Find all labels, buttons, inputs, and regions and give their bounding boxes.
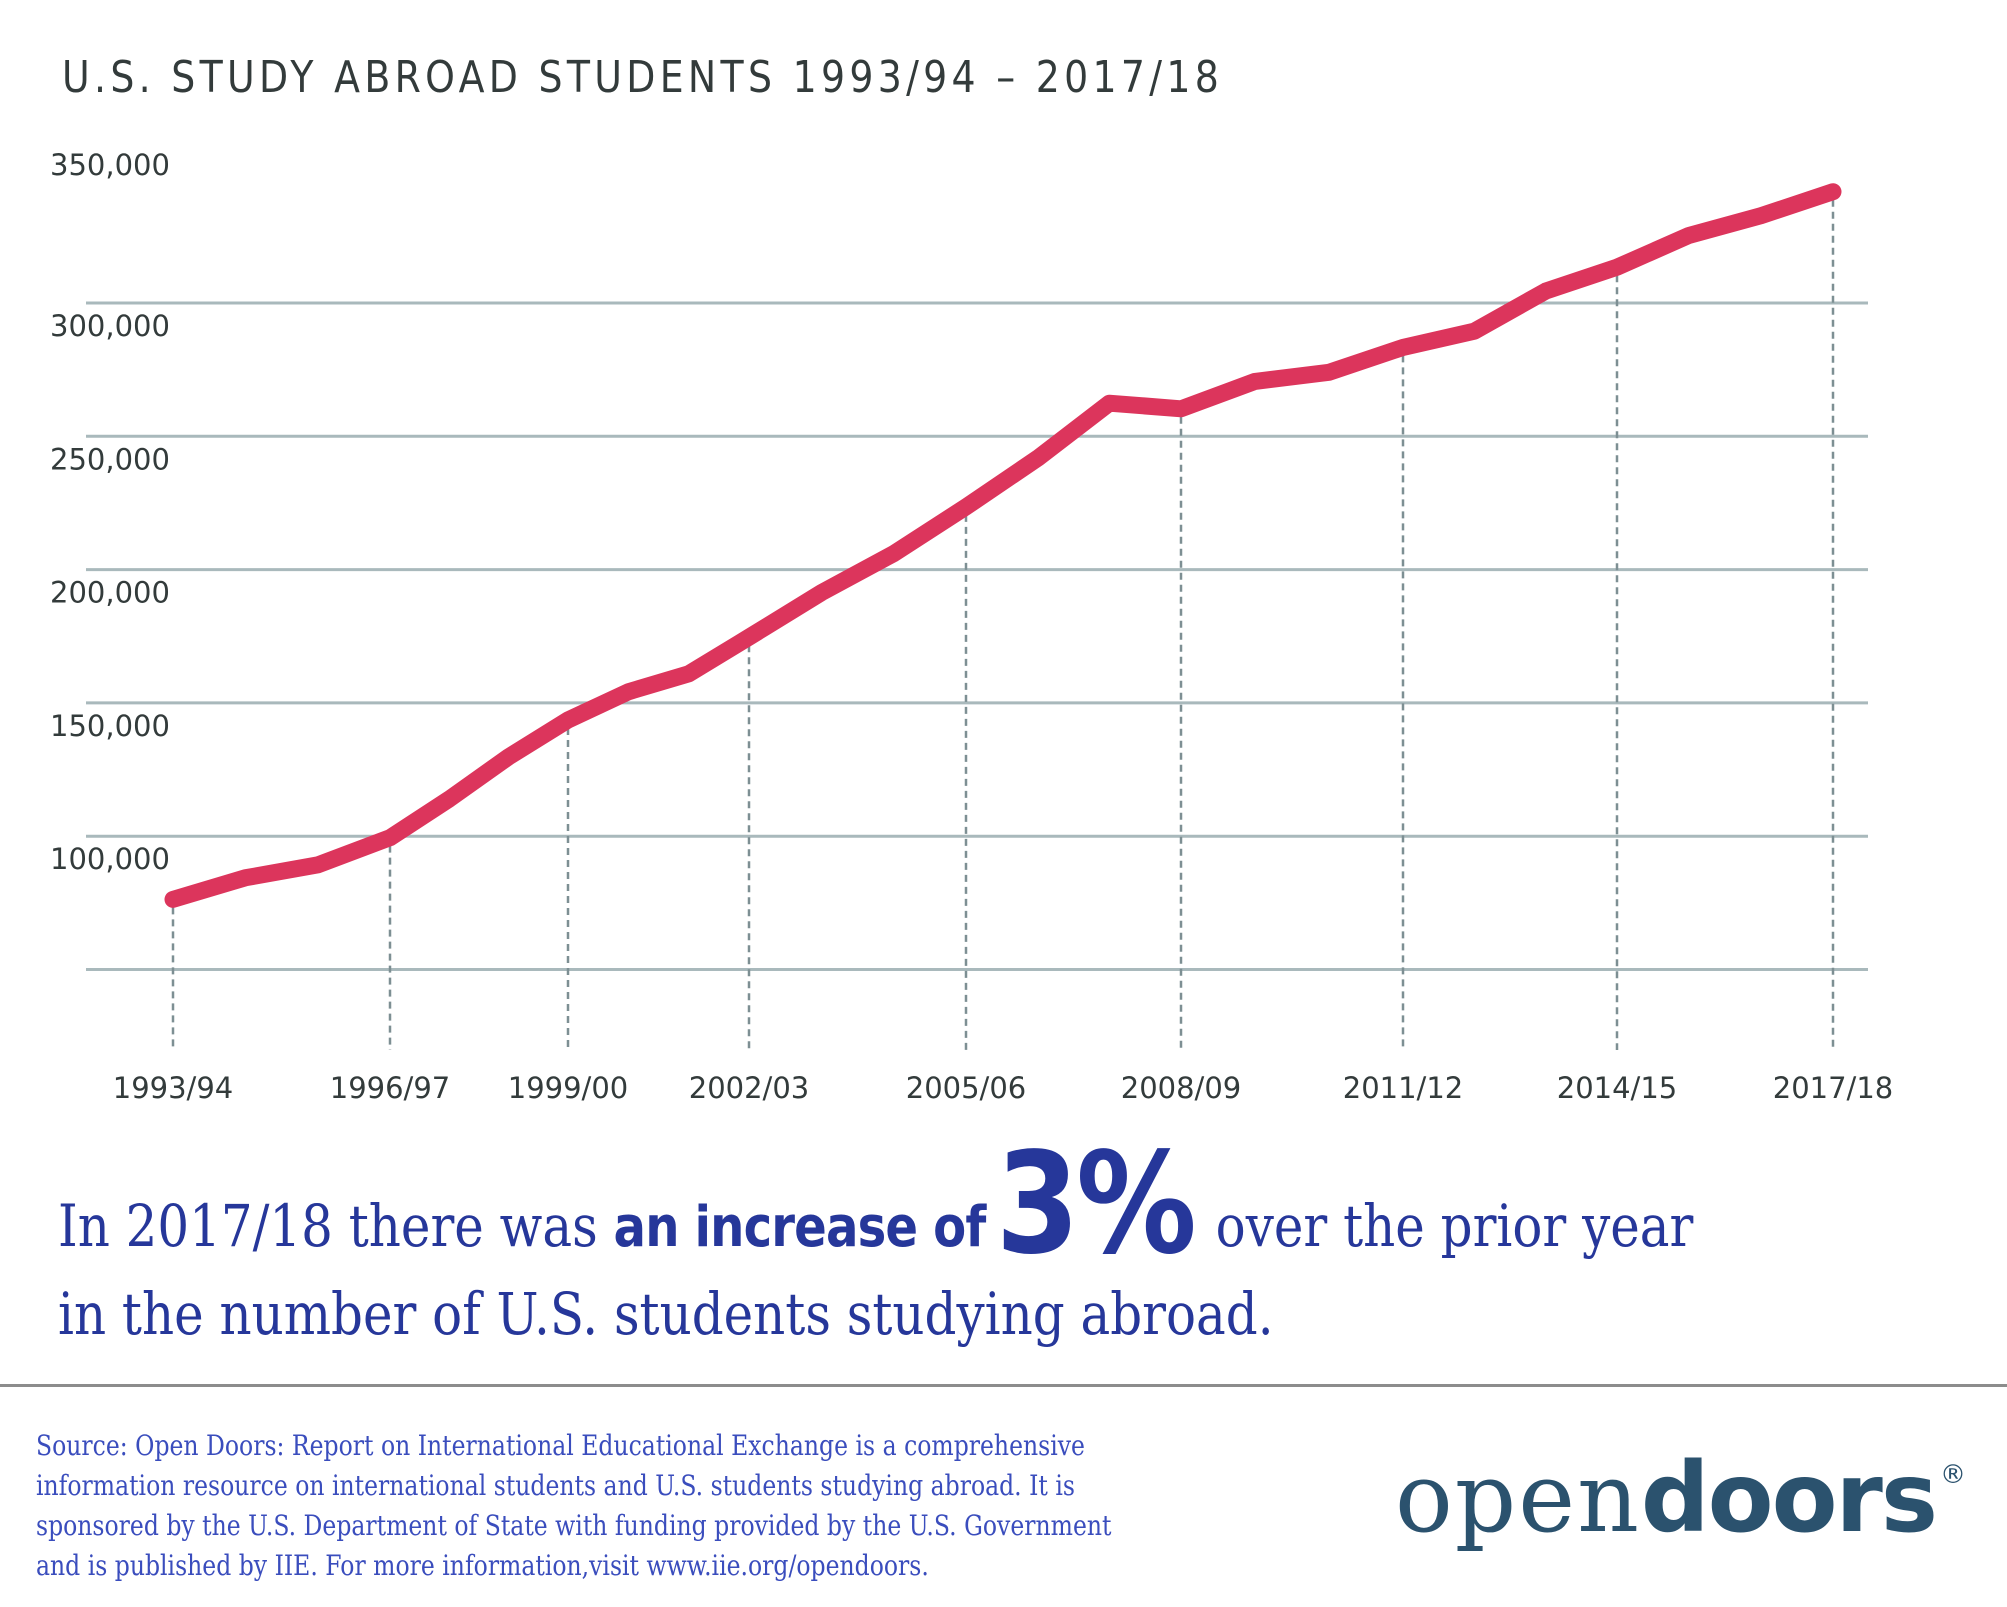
headline-line-2: in the number of U.S. students studying … <box>58 1280 1274 1348</box>
logo-open: open <box>1395 1442 1641 1554</box>
y-tick-label: 300,000 <box>50 309 170 343</box>
x-tick-label: 1993/94 <box>113 1071 233 1105</box>
x-tick-label: 1996/97 <box>330 1071 450 1105</box>
source-note: Source: Open Doors: Report on Internatio… <box>36 1426 1212 1586</box>
x-tick-label: 2014/15 <box>1557 1071 1677 1105</box>
y-tick-label: 350,000 <box>50 148 170 182</box>
gridlines <box>86 301 1868 971</box>
headline-percent: 3% <box>995 1123 1197 1286</box>
x-tick-label: 2005/06 <box>906 1071 1026 1105</box>
logo-doors: doors <box>1640 1442 1938 1554</box>
headline-suffix: over the prior year <box>1215 1192 1694 1260</box>
source-line: and is published by IIE. For more inform… <box>36 1549 929 1582</box>
x-tick-label: 1999/00 <box>508 1071 628 1105</box>
x-axis-labels: 1993/94 1996/97 1999/00 2002/03 2005/06 2008/… <box>113 1071 1893 1105</box>
line-chart: 100,000 150,000 200,000 250,000 300,000 350,0… <box>50 148 1893 1105</box>
y-tick-label: 200,000 <box>50 576 170 610</box>
registered-mark-icon: ® <box>1940 1460 1966 1490</box>
x-guide-lines <box>171 199 1835 1050</box>
y-axis-labels: 100,000 150,000 200,000 250,000 300,000 350,0… <box>50 148 170 876</box>
headline-line-1: In 2017/18 there was an increase of3% ove… <box>58 1135 1960 1275</box>
x-tick-label: 2002/03 <box>689 1071 809 1105</box>
source-line: information resource on international st… <box>36 1469 1075 1502</box>
headline-bold: an increase of <box>613 1195 987 1260</box>
opendoors-logo: opendoors ® <box>1395 1420 1966 1553</box>
y-tick-label: 100,000 <box>50 842 170 876</box>
y-tick-label: 150,000 <box>50 709 170 743</box>
y-tick-label: 250,000 <box>50 442 170 476</box>
series-line <box>164 183 1842 908</box>
x-tick-label: 2011/12 <box>1343 1071 1463 1105</box>
footer-divider <box>0 1384 2007 1387</box>
source-line: sponsored by the U.S. Department of Stat… <box>36 1509 1112 1542</box>
chart-title: U.S. STUDY ABROAD STUDENTS 1993/94 – 201… <box>62 52 1224 103</box>
x-tick-label: 2008/09 <box>1121 1071 1241 1105</box>
source-line: Source: Open Doors: Report on Internatio… <box>36 1429 1085 1462</box>
x-tick-label: 2017/18 <box>1773 1071 1893 1105</box>
series-layer <box>164 183 1842 908</box>
headline-prefix: In 2017/18 there was <box>58 1192 614 1260</box>
